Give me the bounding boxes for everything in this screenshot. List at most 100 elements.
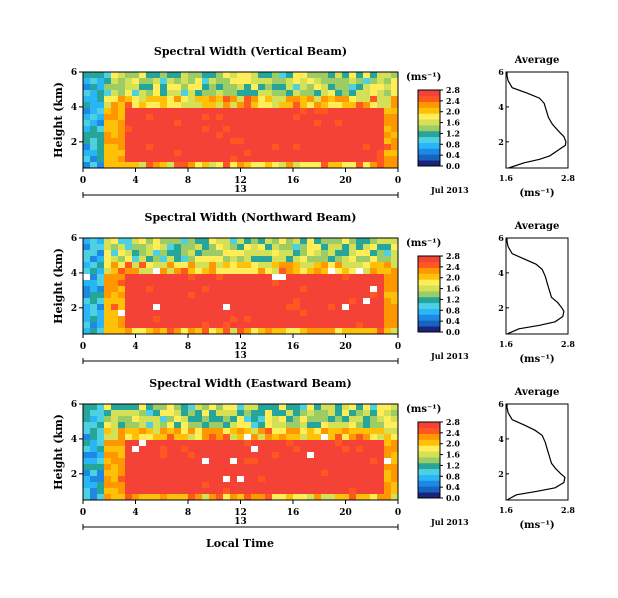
heatmap-cell bbox=[132, 274, 140, 281]
heatmap-cell bbox=[160, 440, 168, 447]
heatmap-cell bbox=[181, 440, 189, 447]
heatmap-cell bbox=[195, 126, 203, 133]
colorbar-swatch bbox=[418, 422, 440, 429]
heatmap-cell bbox=[279, 322, 287, 329]
heatmap-cell bbox=[244, 280, 252, 287]
heatmap-cell bbox=[160, 72, 168, 79]
heatmap-cell bbox=[90, 262, 98, 269]
heatmap-cell bbox=[181, 138, 189, 145]
heatmap-cell bbox=[167, 144, 175, 151]
heatmap-cell bbox=[174, 304, 182, 311]
heatmap-cell bbox=[209, 162, 217, 169]
heatmap-cell bbox=[174, 476, 182, 483]
heatmap-cell bbox=[328, 446, 336, 453]
heatmap-cell bbox=[300, 90, 308, 97]
heatmap-cell bbox=[230, 72, 238, 79]
heatmap-cell bbox=[216, 434, 224, 441]
heatmap-cell bbox=[167, 268, 175, 275]
average-profile-line bbox=[506, 238, 565, 335]
heatmap-cell bbox=[335, 138, 343, 145]
heatmap-cell bbox=[370, 494, 378, 501]
heatmap-cell bbox=[314, 138, 322, 145]
average-y-tick-label: 4 bbox=[498, 434, 504, 444]
heatmap-cell bbox=[216, 132, 224, 139]
heatmap-cell bbox=[83, 238, 91, 245]
heatmap-cell bbox=[153, 434, 161, 441]
heatmap-cell bbox=[370, 316, 378, 323]
colorbar-tick-label: 1.6 bbox=[446, 284, 460, 294]
heatmap-cell bbox=[258, 440, 266, 447]
heatmap-cell bbox=[195, 446, 203, 453]
heatmap-cell bbox=[160, 464, 168, 471]
heatmap-cell bbox=[237, 428, 245, 435]
heatmap-cell bbox=[293, 470, 301, 477]
heatmap-cell bbox=[188, 96, 196, 103]
heatmap-cell bbox=[286, 452, 294, 459]
heatmap-cell bbox=[132, 428, 140, 435]
heatmap-cell bbox=[167, 494, 175, 501]
heatmap-cell bbox=[251, 244, 259, 251]
colorbar: 0.00.40.81.21.62.02.42.8 bbox=[417, 417, 460, 503]
heatmap-cell bbox=[321, 446, 329, 453]
heatmap-cell bbox=[370, 304, 378, 311]
heatmap-cell bbox=[258, 458, 266, 465]
heatmap-cell bbox=[223, 470, 231, 477]
heatmap-cell bbox=[160, 244, 168, 251]
heatmap-cell bbox=[342, 274, 350, 281]
heatmap-cell bbox=[237, 84, 245, 91]
heatmap-cell bbox=[132, 96, 140, 103]
heatmap-cell bbox=[209, 322, 217, 329]
heatmap-cell bbox=[265, 250, 273, 257]
colorbar-swatch bbox=[418, 302, 440, 309]
heatmap-cell bbox=[216, 452, 224, 459]
heatmap-cell bbox=[258, 286, 266, 293]
heatmap-cell bbox=[286, 274, 294, 281]
heatmap-cell bbox=[370, 132, 378, 139]
heatmap-cell bbox=[118, 138, 126, 145]
heatmap-cell bbox=[160, 316, 168, 323]
heatmap-cell bbox=[314, 90, 322, 97]
heatmap-cell bbox=[258, 470, 266, 477]
heatmap-cell bbox=[286, 138, 294, 145]
heatmap-cell bbox=[335, 156, 343, 163]
heatmap-cell bbox=[244, 78, 252, 85]
heatmap-cell bbox=[349, 102, 357, 109]
heatmap-cell bbox=[83, 268, 91, 275]
heatmap-cell bbox=[363, 404, 371, 411]
heatmap-cell bbox=[251, 310, 259, 317]
heatmap-cell bbox=[265, 262, 273, 269]
heatmap-cell bbox=[174, 274, 182, 281]
heatmap-cell bbox=[153, 286, 161, 293]
heatmap-cell bbox=[349, 162, 357, 169]
heatmap-cell bbox=[370, 114, 378, 121]
heatmap-cell bbox=[230, 78, 238, 85]
heatmap-cell bbox=[146, 434, 154, 441]
heatmap-cell bbox=[125, 114, 133, 121]
heatmap-cell bbox=[125, 298, 133, 305]
heatmap-cell bbox=[328, 286, 336, 293]
heatmap-cell bbox=[384, 292, 392, 299]
heatmap-cell bbox=[125, 72, 133, 79]
heatmap-cell bbox=[335, 84, 343, 91]
heatmap-cell bbox=[342, 410, 350, 417]
heatmap-cell bbox=[349, 316, 357, 323]
heatmap-cell bbox=[216, 280, 224, 287]
heatmap-cell bbox=[370, 108, 378, 115]
heatmap-cell bbox=[314, 404, 322, 411]
heatmap-cell bbox=[328, 72, 336, 79]
heatmap-cell bbox=[300, 422, 308, 429]
heatmap-cell bbox=[90, 482, 98, 489]
heatmap-cell bbox=[174, 422, 182, 429]
heatmap-cell bbox=[321, 144, 329, 151]
heatmap-cell bbox=[335, 244, 343, 251]
heatmap-cell bbox=[202, 470, 210, 477]
heatmap-cell bbox=[272, 316, 280, 323]
heatmap-cell bbox=[300, 120, 308, 127]
heatmap-cell bbox=[307, 304, 315, 311]
heatmap-cell bbox=[97, 482, 105, 489]
heatmap-cell bbox=[391, 108, 399, 115]
heatmap-cell bbox=[146, 262, 154, 269]
heatmap-cell bbox=[125, 108, 133, 115]
y-tick-label: 2 bbox=[71, 304, 77, 314]
heatmap-cell bbox=[377, 416, 385, 423]
